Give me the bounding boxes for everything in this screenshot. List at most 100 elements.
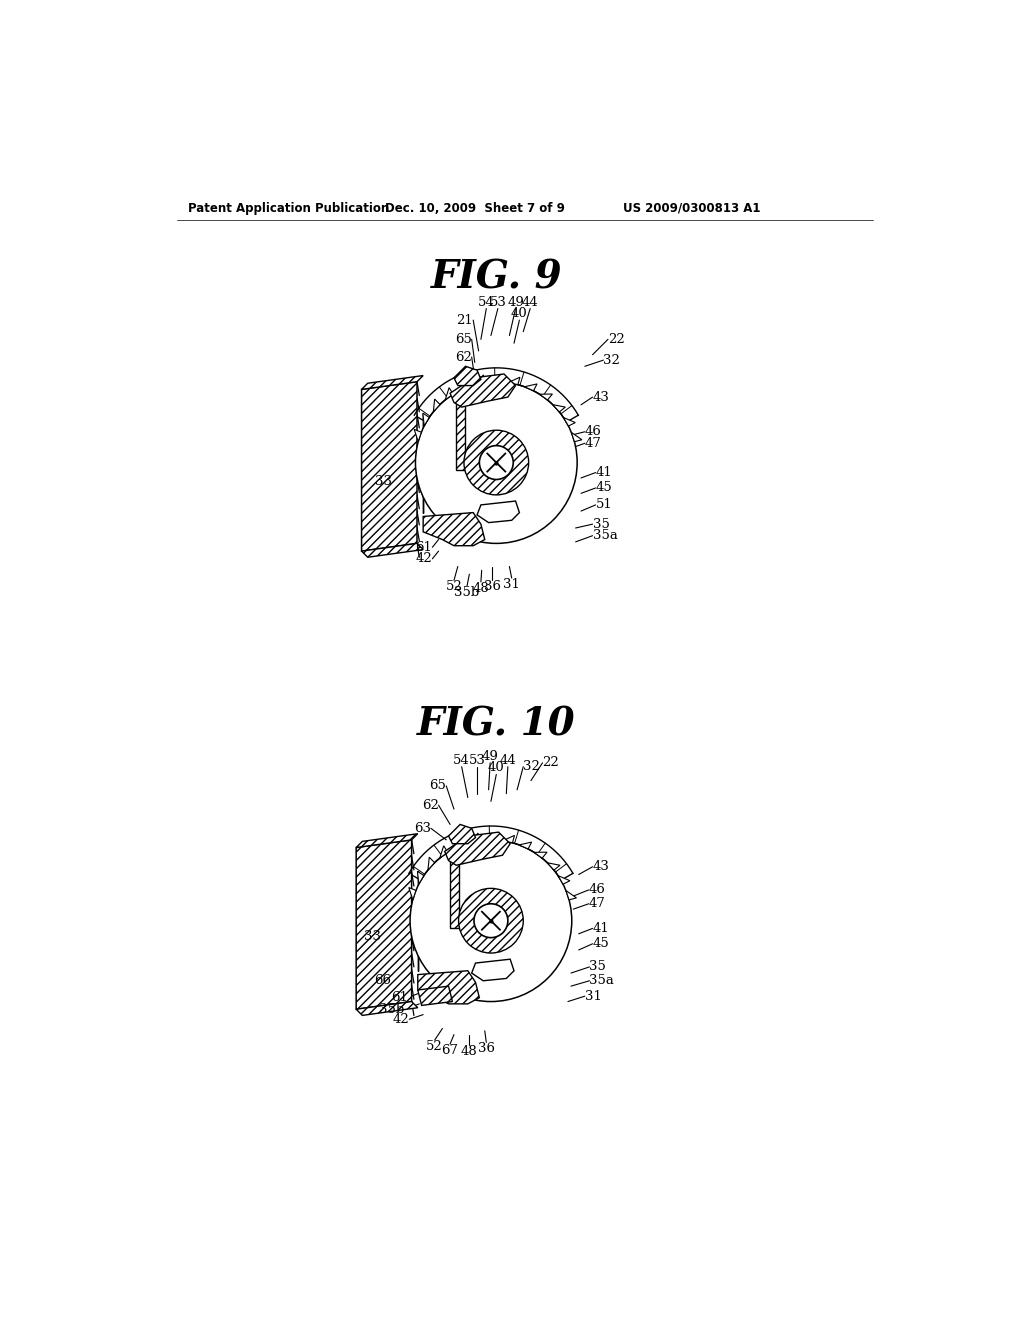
Polygon shape xyxy=(361,381,417,552)
Text: 35: 35 xyxy=(590,961,606,973)
Polygon shape xyxy=(439,846,447,858)
Text: 63: 63 xyxy=(414,822,431,834)
Text: 54: 54 xyxy=(454,754,470,767)
Polygon shape xyxy=(469,833,479,842)
Text: 31: 31 xyxy=(585,990,602,1003)
Text: 54: 54 xyxy=(478,296,495,309)
Polygon shape xyxy=(361,376,423,389)
Polygon shape xyxy=(356,840,412,1010)
Polygon shape xyxy=(508,378,520,384)
Text: 41: 41 xyxy=(593,921,609,935)
Polygon shape xyxy=(519,842,531,849)
Text: 65: 65 xyxy=(455,333,472,346)
Circle shape xyxy=(474,904,508,937)
Polygon shape xyxy=(524,384,537,391)
Text: 32: 32 xyxy=(523,760,540,774)
Text: 35a: 35a xyxy=(593,529,617,543)
Text: 33: 33 xyxy=(364,929,381,942)
Polygon shape xyxy=(418,871,424,884)
Text: 46: 46 xyxy=(585,425,602,438)
Polygon shape xyxy=(547,863,560,870)
Polygon shape xyxy=(563,417,575,426)
Text: 47: 47 xyxy=(589,898,605,911)
Polygon shape xyxy=(414,429,421,442)
Text: 67: 67 xyxy=(441,1044,459,1057)
Text: 46: 46 xyxy=(589,883,605,896)
Text: 35b: 35b xyxy=(380,1003,404,1016)
Text: 35a: 35a xyxy=(590,974,614,987)
Text: 47: 47 xyxy=(585,437,602,450)
Polygon shape xyxy=(433,399,440,412)
Text: US 2009/0300813 A1: US 2009/0300813 A1 xyxy=(624,202,761,215)
Text: 44: 44 xyxy=(522,296,539,309)
Polygon shape xyxy=(445,388,454,400)
Polygon shape xyxy=(459,380,468,391)
Text: 53: 53 xyxy=(469,754,485,767)
Text: FIG. 9: FIG. 9 xyxy=(430,259,562,297)
Polygon shape xyxy=(451,374,515,407)
Text: FIG. 10: FIG. 10 xyxy=(417,705,575,743)
Polygon shape xyxy=(492,374,502,381)
Polygon shape xyxy=(454,838,463,849)
Polygon shape xyxy=(418,986,453,1006)
Polygon shape xyxy=(428,857,434,870)
Text: 44: 44 xyxy=(500,754,516,767)
Polygon shape xyxy=(449,825,475,843)
Text: 36: 36 xyxy=(484,581,501,594)
Text: 42: 42 xyxy=(416,552,432,565)
Circle shape xyxy=(410,840,571,1002)
Circle shape xyxy=(459,888,523,953)
Polygon shape xyxy=(486,833,497,840)
Polygon shape xyxy=(444,832,510,866)
Text: 40: 40 xyxy=(487,762,505,775)
Polygon shape xyxy=(477,502,519,523)
Text: 31: 31 xyxy=(503,578,520,591)
Polygon shape xyxy=(558,875,570,884)
Polygon shape xyxy=(423,413,429,426)
Polygon shape xyxy=(356,1002,418,1015)
Text: 41: 41 xyxy=(596,466,612,479)
Polygon shape xyxy=(409,887,416,900)
Text: 52: 52 xyxy=(445,581,462,594)
Polygon shape xyxy=(472,960,514,981)
Text: 43: 43 xyxy=(593,861,609,874)
Text: 35: 35 xyxy=(593,517,609,531)
Text: Patent Application Publication: Patent Application Publication xyxy=(188,202,389,215)
Text: 49: 49 xyxy=(481,750,499,763)
Text: 48: 48 xyxy=(472,582,489,595)
Polygon shape xyxy=(475,375,484,384)
Text: Dec. 10, 2009  Sheet 7 of 9: Dec. 10, 2009 Sheet 7 of 9 xyxy=(385,202,564,215)
Polygon shape xyxy=(456,393,465,470)
Text: 35b: 35b xyxy=(455,586,479,599)
Text: 62: 62 xyxy=(455,351,472,363)
Polygon shape xyxy=(454,367,481,385)
Text: 48: 48 xyxy=(461,1045,478,1059)
Text: 52: 52 xyxy=(426,1040,443,1053)
Polygon shape xyxy=(503,836,514,842)
Polygon shape xyxy=(356,834,418,847)
Text: 22: 22 xyxy=(543,756,559,770)
Text: 51: 51 xyxy=(596,499,612,511)
Text: 33: 33 xyxy=(376,475,392,488)
Polygon shape xyxy=(423,512,484,545)
Text: 32: 32 xyxy=(603,354,621,367)
Text: 43: 43 xyxy=(593,391,609,404)
Circle shape xyxy=(416,381,578,544)
Circle shape xyxy=(464,430,528,495)
Polygon shape xyxy=(566,891,577,900)
Text: 61: 61 xyxy=(391,991,408,1005)
Text: 62: 62 xyxy=(422,799,438,812)
Polygon shape xyxy=(451,851,460,928)
Polygon shape xyxy=(540,395,552,400)
Polygon shape xyxy=(553,405,565,412)
Circle shape xyxy=(479,446,513,479)
Text: 21: 21 xyxy=(457,314,473,326)
Polygon shape xyxy=(571,433,582,442)
Text: 53: 53 xyxy=(489,296,506,309)
Polygon shape xyxy=(535,853,547,858)
Text: 65: 65 xyxy=(429,779,446,792)
Polygon shape xyxy=(418,970,479,1003)
Text: 61: 61 xyxy=(416,541,432,554)
Text: 66: 66 xyxy=(374,974,391,987)
Text: 36: 36 xyxy=(478,1043,495,1056)
